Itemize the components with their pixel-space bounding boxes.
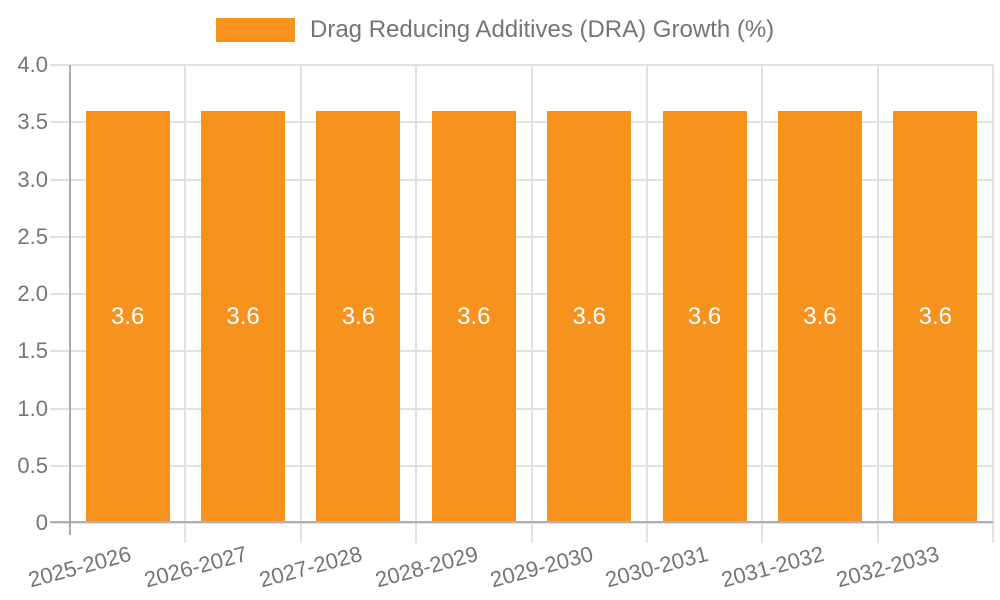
gridline-vertical	[184, 65, 187, 543]
bar[interactable]: 3.6	[316, 110, 401, 523]
chart-legend: Drag Reducing Additives (DRA) Growth (%)	[216, 16, 774, 44]
gridline-horizontal	[50, 293, 993, 295]
y-axis-tick-label: 2.0	[17, 281, 48, 306]
x-axis-category-label: 2025-2026	[26, 541, 135, 593]
y-axis-tick-label: 0.5	[17, 452, 48, 478]
bar-value-label: 3.6	[111, 302, 145, 330]
gridline-horizontal	[50, 350, 993, 353]
x-axis-category-label: 2028-2029	[372, 541, 481, 593]
bar-value-label: 3.6	[457, 302, 491, 330]
y-axis-tick-label: 3.5	[17, 109, 48, 135]
bar[interactable]: 3.6	[431, 110, 516, 523]
bar[interactable]: 3.6	[893, 110, 978, 523]
bar[interactable]: 3.6	[85, 110, 170, 523]
gridline-horizontal	[50, 522, 993, 524]
bar-value-label: 3.6	[918, 302, 952, 330]
bar-value-label: 3.6	[687, 302, 722, 330]
x-axis-category-label: 2032-2033	[833, 541, 942, 593]
legend-swatch	[216, 18, 295, 42]
y-axis-tick-label: 1.5	[17, 338, 48, 364]
y-axis-tick-label: 4.0	[17, 52, 48, 77]
gridline-vertical	[761, 65, 764, 543]
gridline-vertical	[645, 65, 648, 543]
gridline-horizontal	[50, 235, 993, 238]
bar[interactable]: 3.6	[662, 110, 747, 523]
y-axis-tick-label: 0	[35, 510, 48, 535]
x-axis-category-label: 2029-2030	[487, 541, 596, 593]
y-axis-tick-label: 3.0	[17, 166, 48, 192]
gridline-horizontal	[50, 64, 993, 66]
legend-label: Drag Reducing Additives (DRA) Growth (%)	[310, 16, 775, 43]
gridline-horizontal	[50, 121, 993, 124]
y-axis-line	[69, 65, 71, 535]
gridline-horizontal	[50, 178, 993, 181]
bar-value-label: 3.6	[572, 302, 606, 330]
x-axis-category-label: 2026-2027	[141, 541, 250, 593]
gridline-vertical	[299, 65, 302, 543]
gridline-vertical	[415, 65, 418, 543]
gridline-horizontal	[50, 464, 993, 467]
x-axis-category-label: 2031-2032	[718, 541, 827, 593]
bar-value-label: 3.6	[341, 302, 376, 330]
bar[interactable]: 3.6	[547, 110, 632, 523]
x-axis-category-label: 2030-2031	[602, 541, 712, 593]
gridline-vertical	[992, 65, 994, 543]
gridline-horizontal	[50, 407, 993, 410]
y-axis-tick-label: 1.0	[17, 395, 48, 421]
bar-value-label: 3.6	[226, 302, 260, 330]
x-axis-baseline	[50, 521, 993, 523]
bar[interactable]: 3.6	[201, 110, 286, 523]
gridline-vertical	[530, 65, 533, 543]
bar[interactable]: 3.6	[777, 110, 862, 523]
x-axis-category-label: 2027-2028	[256, 541, 365, 593]
gridline-vertical	[876, 65, 879, 543]
bar-value-label: 3.6	[803, 302, 837, 330]
y-axis-tick-label: 2.5	[17, 223, 48, 249]
